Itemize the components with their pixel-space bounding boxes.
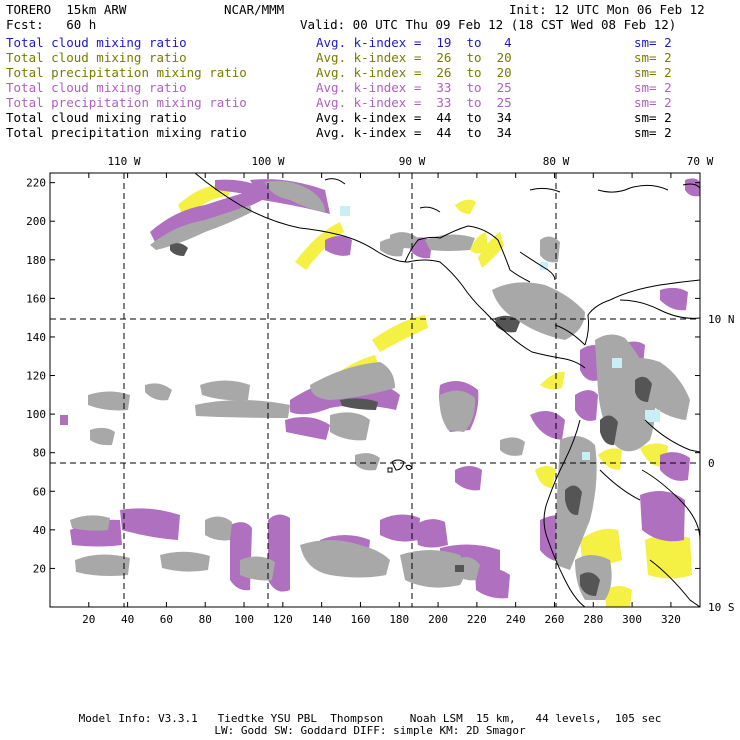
legend-label: Total precipitation mixing ratio [6, 65, 247, 80]
x-tick-label: 260 [545, 613, 565, 626]
axis-labels: 20 40 60 80 100 120 140 160 180 200 220 20 40 60 80 100… [26, 155, 734, 626]
x-tick-label: 120 [273, 613, 293, 626]
shading-cyan [340, 206, 660, 460]
y-tick-label: 180 [26, 254, 46, 267]
x-tick-label: 160 [351, 613, 371, 626]
y-tick-label: 160 [26, 292, 46, 305]
latlon-grid [50, 173, 700, 607]
latitude-label: 0 [708, 457, 715, 470]
longitude-label: 110 W [107, 155, 140, 168]
x-tick-label: 40 [121, 613, 134, 626]
y-tick-label: 80 [33, 447, 46, 460]
x-tick-label: 180 [389, 613, 409, 626]
legend-row: Total cloud mixing ratio Avg. k-index = 2… [6, 50, 736, 65]
x-tick-label: 140 [312, 613, 332, 626]
valid-time: Valid: 00 UTC Thu 09 Feb 12 (18 CST Wed … [300, 17, 677, 32]
legend-smoothing: sm= 2 [634, 110, 672, 125]
x-tick-label: 280 [583, 613, 603, 626]
organization: NCAR/MMM [224, 2, 285, 17]
legend-smoothing: sm= 2 [634, 35, 672, 50]
map-frame [49, 172, 701, 608]
legend-kindex: Avg. k-index = 26 to 20 [316, 65, 512, 80]
x-tick-label: 20 [82, 613, 95, 626]
legend-smoothing: sm= 2 [634, 95, 672, 110]
y-tick-label: 20 [33, 562, 46, 575]
legend-label: Total cloud mixing ratio [6, 80, 187, 95]
init-time: Init: 12 UTC Mon 06 Feb 12 [509, 2, 705, 17]
shading-gray [70, 181, 690, 600]
x-tick-label: 320 [661, 613, 681, 626]
model-info-line-1: Model Info: V3.3.1 Tiedtke YSU PBL Thomp… [78, 712, 662, 725]
legend-row: Total cloud mixing ratio Avg. k-index = 3… [6, 80, 736, 95]
x-tick-label: 240 [506, 613, 526, 626]
latitude-label: 10 N [708, 313, 735, 326]
x-tick-label: 300 [622, 613, 642, 626]
legend-smoothing: sm= 2 [634, 125, 672, 140]
legend-label: Total precipitation mixing ratio [6, 95, 247, 110]
map-panel: 20 40 60 80 100 120 140 160 180 200 220 20 40 60 80 100… [26, 155, 734, 626]
legend-kindex: Avg. k-index = 33 to 25 [316, 95, 512, 110]
x-tick-label: 220 [467, 613, 487, 626]
forecast-hour: Fcst: 60 h [6, 17, 97, 32]
legend-label: Total cloud mixing ratio [6, 110, 187, 125]
y-tick-label: 220 [26, 177, 46, 190]
legend-kindex: Avg. k-index = 33 to 25 [316, 80, 512, 95]
legend-smoothing: sm= 2 [634, 80, 672, 95]
legend-smoothing: sm= 2 [634, 65, 672, 80]
x-tick-label: 60 [160, 613, 173, 626]
legend-kindex: Avg. k-index = 44 to 34 [316, 125, 512, 140]
y-tick-label: 140 [26, 331, 46, 344]
legend-label: Total cloud mixing ratio [6, 35, 187, 50]
x-tick-label: 200 [428, 613, 448, 626]
y-tick-label: 60 [33, 485, 46, 498]
legend-label: Total cloud mixing ratio [6, 50, 187, 65]
legend-kindex: Avg. k-index = 26 to 20 [316, 50, 512, 65]
shading-yellow [178, 184, 692, 607]
latitude-label: 10 S [708, 601, 735, 614]
x-tick-label: 100 [234, 613, 254, 626]
legend-row: Total precipitation mixing ratio Avg. k-i… [6, 95, 736, 110]
y-tick-label: 120 [26, 370, 46, 383]
legend-row: Total precipitation mixing ratio Avg. k-i… [6, 65, 736, 80]
model-info-line-2: LW: Godd SW: Goddard DIFF: simple KM: 2D… [214, 724, 526, 737]
y-tick-label: 200 [26, 215, 46, 228]
legend-kindex: Avg. k-index = 19 to 4 [316, 35, 512, 50]
legend-row: Total cloud mixing ratio Avg. k-index = 4… [6, 110, 736, 125]
y-tick-label: 100 [26, 408, 46, 421]
x-tick-label: 80 [199, 613, 212, 626]
shading-dark [170, 243, 652, 596]
legend-smoothing: sm= 2 [634, 50, 672, 65]
axis-ticks [50, 173, 700, 607]
longitude-label: 100 W [251, 155, 284, 168]
longitude-label: 70 W [687, 155, 714, 168]
model-name: TORERO 15km ARW [6, 2, 127, 17]
legend-kindex: Avg. k-index = 44 to 34 [316, 110, 512, 125]
legend-row: Total cloud mixing ratio Avg. k-index = 1… [6, 35, 736, 50]
y-tick-label: 40 [33, 524, 46, 537]
legend-row: Total precipitation mixing ratio Avg. k-i… [6, 125, 736, 140]
longitude-label: 90 W [399, 155, 426, 168]
legend-label: Total precipitation mixing ratio [6, 125, 247, 140]
longitude-label: 80 W [543, 155, 570, 168]
